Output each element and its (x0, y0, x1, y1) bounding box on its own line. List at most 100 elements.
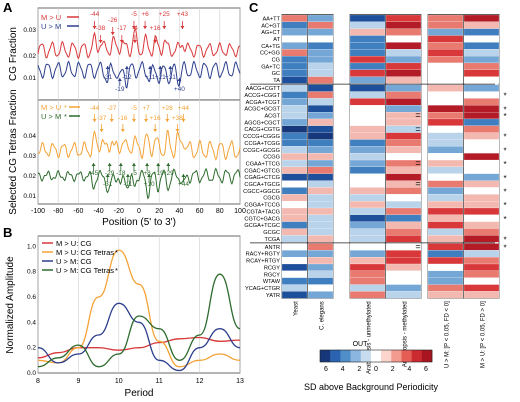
heatmap-cell (349, 125, 386, 133)
heatmap-cell (385, 35, 422, 43)
equals-mark: = (415, 158, 420, 168)
heatmap-cell (281, 228, 308, 236)
heatmap-cell (427, 55, 464, 64)
panel-b-lines (37, 249, 241, 372)
row-label: GA+TC (261, 64, 280, 70)
heatmap-cell (463, 28, 500, 36)
heatmap-cell (385, 146, 422, 154)
significance-star: * (503, 133, 506, 142)
heatmap-cell (427, 118, 464, 126)
heatmap-cell (281, 98, 308, 106)
heatmap-cell (307, 187, 334, 195)
heatmap-cell (463, 277, 500, 285)
annotation-arrowhead (148, 66, 153, 69)
annotation-arrowhead (168, 66, 173, 69)
b-ytick: 0.8 (27, 269, 36, 276)
heatmap-cell (349, 173, 386, 181)
panel-a-legend-top: M > U U > M (41, 13, 79, 31)
heatmap-cell (463, 98, 500, 106)
annotation-label: +38 (172, 115, 183, 122)
annotation-arrowhead (124, 66, 129, 69)
heatmap-cell (349, 69, 386, 77)
panel-a-xticks: -100 -80 -60 -40 -20 0 20 40 60 80 100 (31, 208, 246, 215)
heatmap-cell (349, 228, 386, 236)
heatmap-cell (307, 139, 334, 147)
heatmap-cell (307, 291, 334, 299)
heatmap-cell (427, 194, 464, 202)
significance-star: * (503, 146, 506, 155)
colorbar-swatch (401, 350, 412, 362)
heatmap-cell (281, 235, 308, 243)
panel-a-lines (37, 27, 241, 200)
annotation-arrowhead (162, 26, 167, 29)
annotation-label: +25 (159, 11, 170, 18)
heatmap-cell (463, 284, 500, 292)
legend-um-bottom: U > M (41, 112, 61, 121)
legend-b-2-star: * (115, 248, 118, 257)
heatmap-cell (307, 69, 334, 77)
heatmap-cell (349, 263, 386, 271)
annotation-arrowhead (165, 119, 170, 122)
heatmap-cell (281, 139, 308, 147)
annotation-arrowhead (118, 163, 123, 166)
heatmap-cell (427, 14, 464, 22)
heatmap-cell (427, 235, 464, 243)
heatmap-cell (307, 62, 334, 70)
heatmap-cell (385, 291, 422, 299)
panel-a-legend-bottom: M > U * U > M * (41, 103, 80, 121)
heatmap-cell (281, 194, 308, 202)
column-label: C. elegans (320, 301, 326, 330)
annotation-arrowhead (98, 40, 103, 43)
heatmap-cell (385, 194, 422, 202)
row-label: CCGC+GCGG (243, 148, 280, 154)
row-label: CC+GG (260, 51, 280, 57)
heatmap-cell (349, 14, 386, 22)
a-xtick: 60 (196, 208, 204, 215)
annotation-label: -5 (131, 11, 137, 18)
heatmap-cell (307, 159, 334, 168)
heatmap-cell (307, 49, 334, 57)
colorbar-swatch (370, 350, 382, 362)
row-label: CGCG (263, 196, 280, 202)
legend-mu-top: M > U (41, 13, 61, 22)
b-line-series-3 (37, 302, 241, 372)
annotation-arrowhead (144, 119, 149, 122)
heatmap-cell (281, 28, 308, 36)
annotation-arrowhead (147, 174, 152, 177)
a-ytick-top: 0.03 (23, 27, 36, 34)
heatmap-cell (307, 194, 334, 202)
colorbar-out: OUT (353, 341, 369, 348)
significance-star: * (503, 105, 506, 114)
heatmap-cell (307, 270, 334, 278)
colorbar-tick: 0 (374, 366, 378, 373)
annotation-arrowhead (131, 163, 136, 166)
colorbar-tick: 6 (424, 366, 428, 373)
heatmap-cell (463, 243, 500, 251)
a-ytick-bottom: 0.02 (23, 173, 36, 180)
heatmap-cell (307, 201, 334, 209)
row-label: CGAC+GTCG (244, 168, 280, 174)
heatmap-cell (281, 243, 308, 251)
heatmap-cell (385, 84, 422, 92)
heatmap-cell (349, 257, 386, 265)
heatmap-cell (385, 277, 422, 285)
heatmap-cell (281, 284, 308, 292)
line-mu-cg (37, 27, 240, 60)
heatmap-cell (349, 284, 386, 292)
colorbar-tick: 6 (324, 366, 328, 373)
legend-b-4: U > M: CG Tetras (56, 266, 114, 275)
annotation-arrowhead (175, 129, 180, 132)
heatmap-cell (281, 291, 308, 299)
heatmap-cell (281, 111, 308, 120)
heatmap-cell (349, 35, 386, 43)
panel-a-ylabel-bottom: Selected CG Tetras Fraction (8, 89, 19, 214)
heatmap-cell (307, 35, 334, 43)
panel-c-colorbar: OUT 6 4 2 0 2 4 6 SD above Background Periodic… (304, 341, 439, 392)
panel-a-yticks: 0.01 0.02 0.03 0.01 0.02 0.03 0.04 (23, 27, 36, 200)
heatmap-cell (427, 84, 464, 92)
heatmap-cell (349, 166, 386, 174)
heatmap-cell (281, 270, 308, 278)
heatmap-cell (427, 166, 464, 174)
a-xtick: -100 (31, 208, 45, 215)
